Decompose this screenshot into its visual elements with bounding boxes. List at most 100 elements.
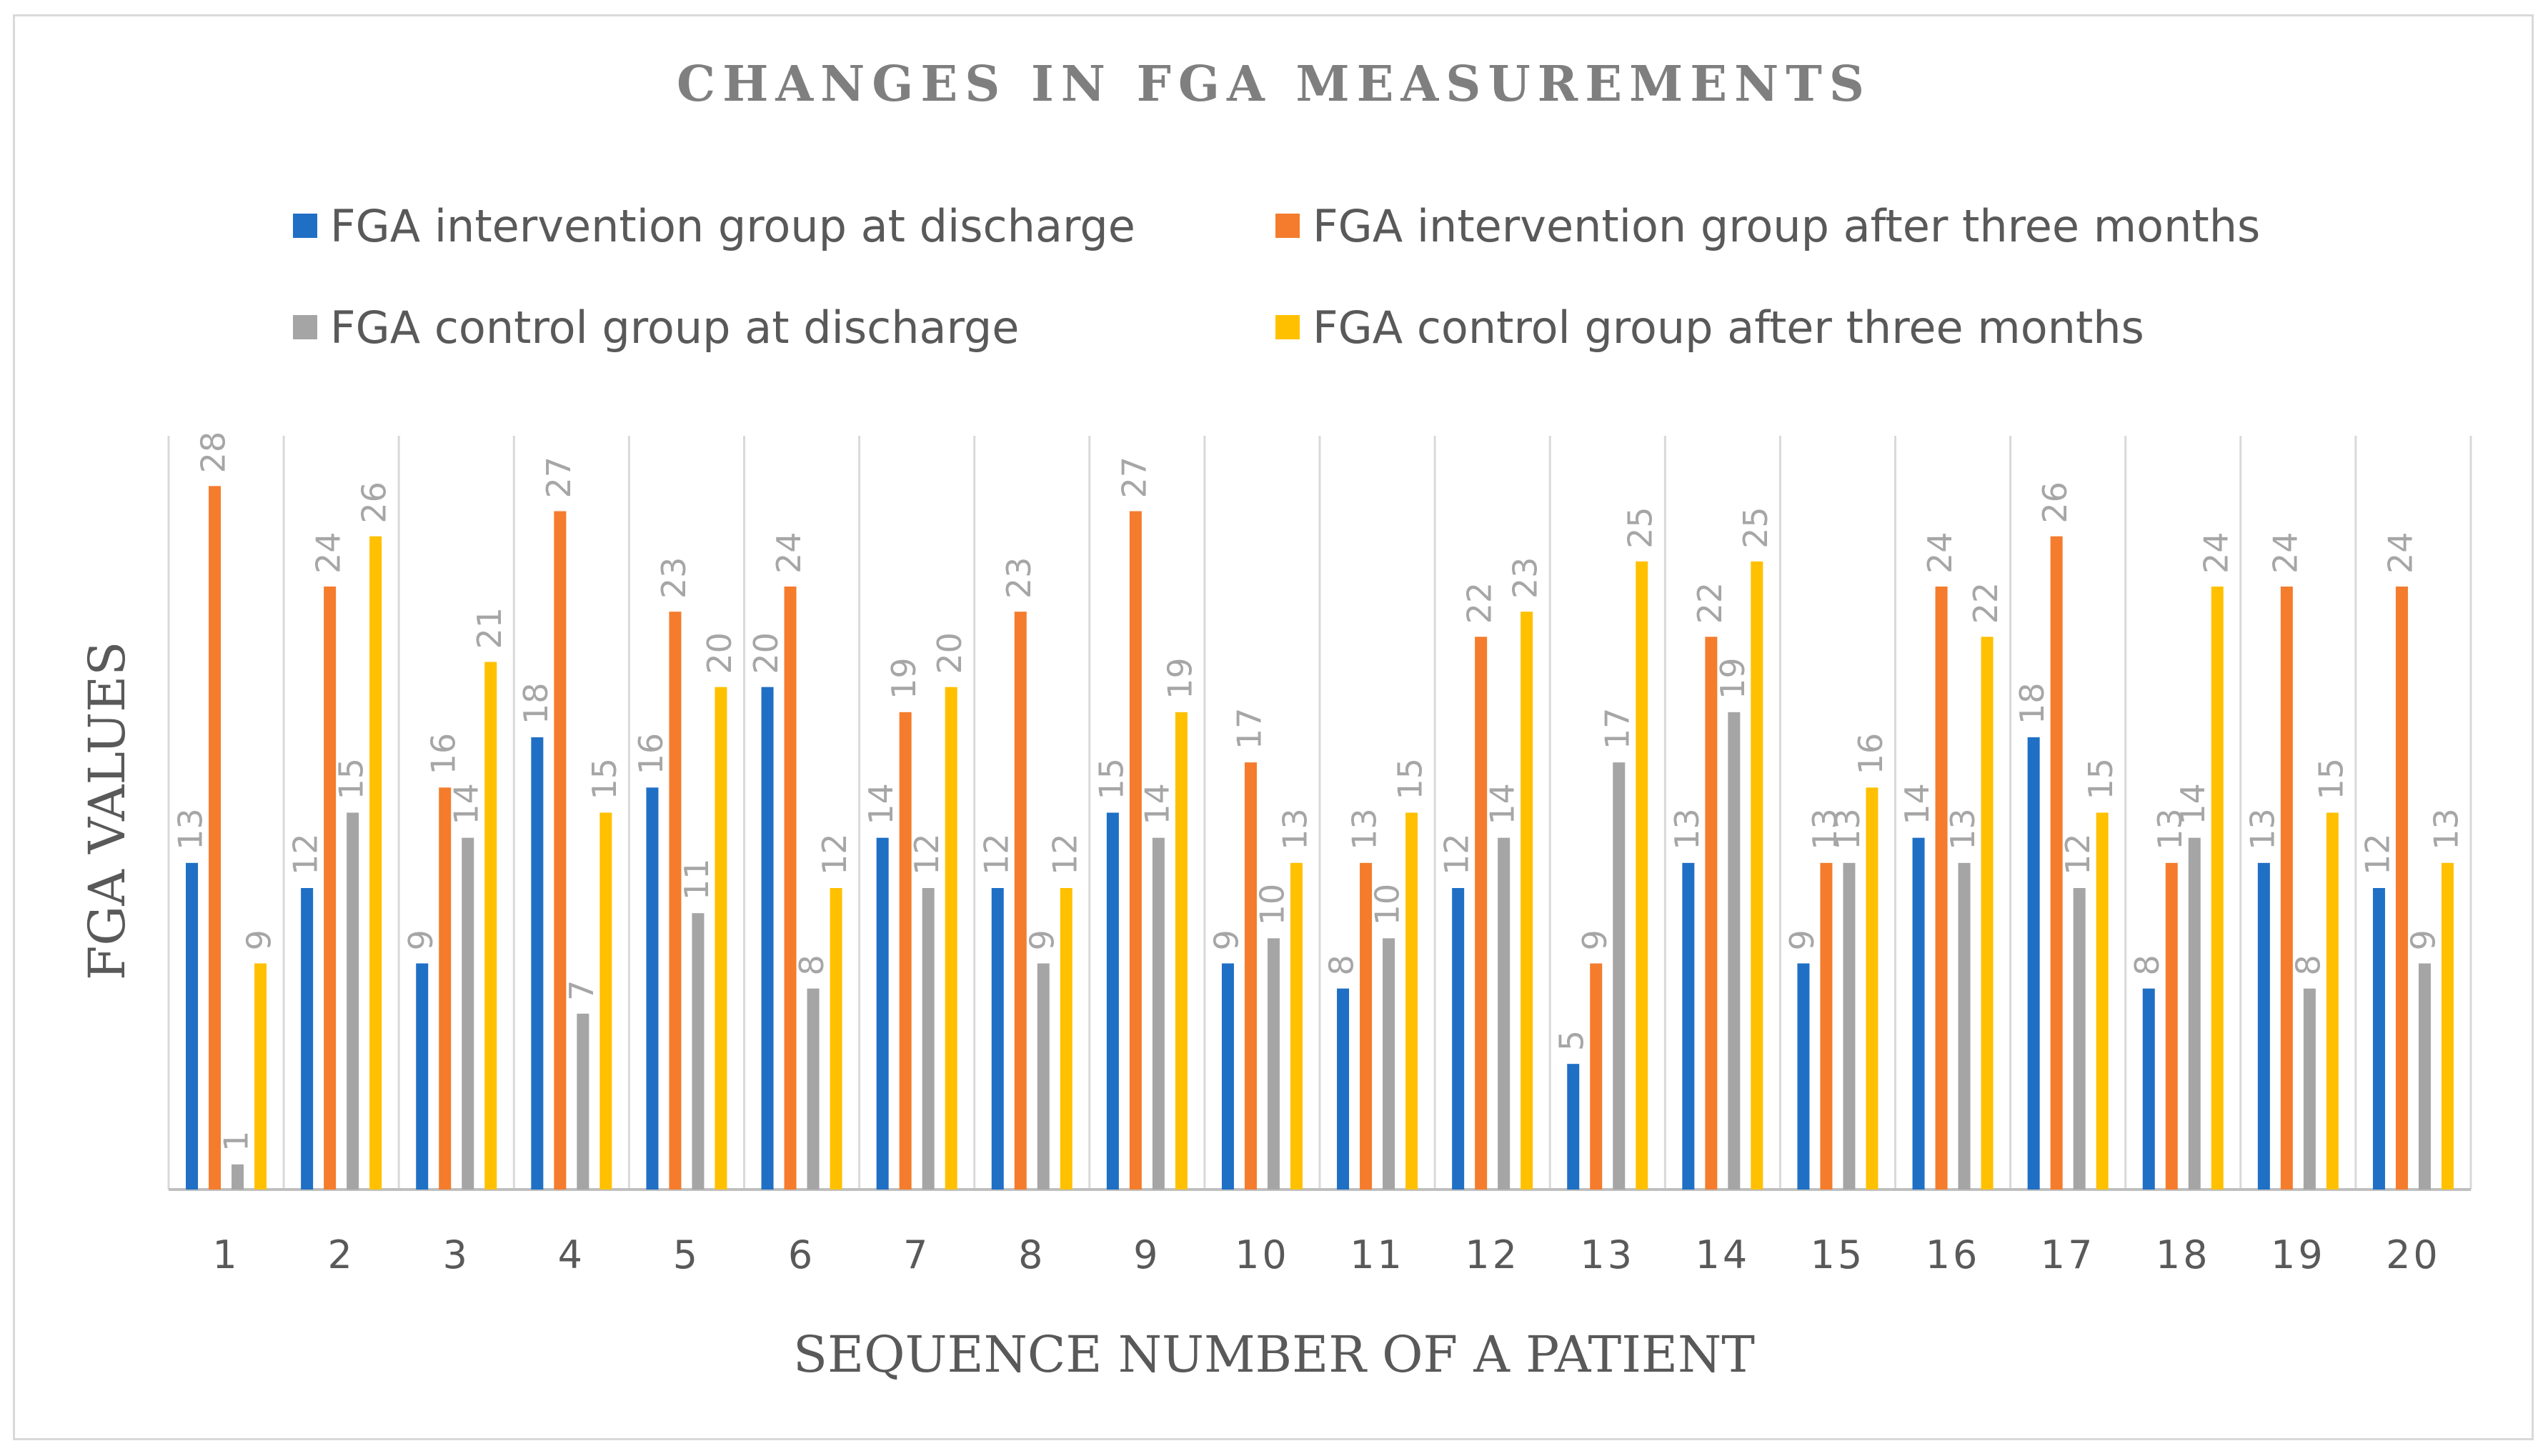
bar-series-2-cat-19[interactable] (2280, 587, 2293, 1190)
data-label-series-3-cat-2: 15 (332, 758, 371, 800)
bar-series-2-cat-3[interactable] (439, 787, 452, 1190)
legend-swatch-control-three-months (1275, 315, 1300, 339)
bar-series-3-cat-9[interactable] (1152, 837, 1165, 1190)
bar-series-2-cat-16[interactable] (1935, 587, 1948, 1190)
legend-item-intervention-three-months[interactable]: FGA intervention group after three month… (1275, 197, 2260, 254)
x-tick-label-15: 15 (1811, 1232, 1866, 1277)
bar-series-4-cat-1[interactable] (254, 963, 267, 1190)
data-label-series-1-cat-12: 12 (1438, 833, 1476, 875)
bar-series-3-cat-13[interactable] (1613, 762, 1626, 1190)
bar-series-4-cat-15[interactable] (1866, 787, 1878, 1190)
bar-series-3-cat-1[interactable] (232, 1164, 244, 1190)
bar-series-4-cat-4[interactable] (599, 812, 612, 1190)
bar-series-1-cat-9[interactable] (1106, 812, 1119, 1190)
bar-series-1-cat-13[interactable] (1567, 1064, 1580, 1190)
bar-series-4-cat-8[interactable] (1060, 888, 1073, 1190)
data-label-series-4-cat-15: 16 (1851, 733, 1890, 775)
data-label-series-2-cat-16: 24 (1921, 532, 1959, 574)
bar-series-2-cat-9[interactable] (1129, 511, 1142, 1190)
bar-series-1-cat-19[interactable] (2257, 862, 2270, 1190)
bar-series-2-cat-10[interactable] (1244, 762, 1257, 1190)
bar-series-1-cat-18[interactable] (2142, 988, 2155, 1190)
data-label-series-4-cat-2: 26 (355, 482, 394, 524)
bar-series-3-cat-6[interactable] (807, 988, 820, 1190)
bar-series-1-cat-16[interactable] (1912, 837, 1925, 1190)
data-label-series-2-cat-9: 27 (1115, 457, 1153, 499)
bar-series-3-cat-15[interactable] (1843, 862, 1856, 1190)
bar-series-2-cat-12[interactable] (1475, 637, 1488, 1190)
data-label-series-3-cat-6: 8 (792, 954, 831, 975)
bar-series-3-cat-3[interactable] (462, 837, 474, 1190)
data-label-series-2-cat-19: 24 (2266, 532, 2304, 574)
bar-series-1-cat-5[interactable] (646, 787, 659, 1190)
bar-series-4-cat-14[interactable] (1751, 561, 1763, 1190)
bar-series-1-cat-8[interactable] (991, 888, 1004, 1190)
bar-series-2-cat-14[interactable] (1705, 637, 1718, 1190)
legend-item-intervention-discharge[interactable]: FGA intervention group at discharge (293, 197, 1135, 254)
bar-series-4-cat-20[interactable] (2441, 862, 2454, 1190)
bar-series-4-cat-7[interactable] (945, 687, 957, 1190)
bar-series-3-cat-17[interactable] (2073, 888, 2086, 1190)
bar-series-1-cat-17[interactable] (2027, 737, 2040, 1190)
bar-series-4-cat-16[interactable] (1981, 637, 1994, 1190)
bar-series-2-cat-1[interactable] (209, 486, 222, 1190)
bar-series-2-cat-8[interactable] (1014, 612, 1027, 1190)
legend-item-control-discharge[interactable]: FGA control group at discharge (293, 299, 1019, 356)
bar-series-2-cat-13[interactable] (1590, 963, 1603, 1190)
x-tick-label-10: 10 (1235, 1232, 1290, 1277)
bar-series-3-cat-10[interactable] (1267, 938, 1280, 1190)
data-label-series-2-cat-4: 27 (539, 457, 578, 499)
bar-series-3-cat-19[interactable] (2303, 988, 2316, 1190)
bar-series-4-cat-18[interactable] (2211, 587, 2224, 1190)
bar-series-3-cat-12[interactable] (1498, 837, 1511, 1190)
bar-series-1-cat-2[interactable] (301, 888, 314, 1190)
bar-series-3-cat-20[interactable] (2418, 963, 2431, 1190)
bar-series-2-cat-7[interactable] (899, 712, 912, 1190)
bar-series-2-cat-15[interactable] (1820, 862, 1833, 1190)
bar-series-2-cat-17[interactable] (2050, 536, 2063, 1190)
bar-series-2-cat-18[interactable] (2165, 862, 2178, 1190)
bar-series-2-cat-6[interactable] (784, 587, 797, 1190)
legend-item-control-three-months[interactable]: FGA control group after three months (1275, 299, 2144, 356)
bar-series-4-cat-17[interactable] (2096, 812, 2109, 1190)
bar-series-1-cat-3[interactable] (416, 963, 429, 1190)
data-label-series-4-cat-12: 23 (1506, 557, 1545, 599)
bar-series-3-cat-7[interactable] (922, 888, 935, 1190)
bar-series-4-cat-6[interactable] (830, 888, 842, 1190)
bar-series-4-cat-11[interactable] (1405, 812, 1418, 1190)
bar-series-2-cat-20[interactable] (2395, 587, 2408, 1190)
bar-series-1-cat-10[interactable] (1221, 963, 1234, 1190)
bar-series-1-cat-7[interactable] (876, 837, 889, 1190)
bar-series-2-cat-4[interactable] (554, 511, 567, 1190)
bar-series-4-cat-3[interactable] (484, 662, 497, 1190)
bar-series-2-cat-11[interactable] (1360, 862, 1373, 1190)
bar-series-4-cat-19[interactable] (2326, 812, 2339, 1190)
bar-series-4-cat-10[interactable] (1290, 862, 1303, 1190)
bar-series-3-cat-5[interactable] (692, 913, 705, 1190)
bar-series-1-cat-11[interactable] (1337, 988, 1350, 1190)
bar-series-3-cat-11[interactable] (1383, 938, 1395, 1190)
data-label-series-4-cat-1: 9 (240, 929, 279, 950)
bar-series-4-cat-9[interactable] (1175, 712, 1188, 1190)
data-label-series-3-cat-10: 10 (1253, 884, 1291, 926)
bar-series-3-cat-2[interactable] (347, 812, 359, 1190)
bar-series-3-cat-18[interactable] (2188, 837, 2201, 1190)
bar-series-1-cat-15[interactable] (1797, 963, 1810, 1190)
bar-series-4-cat-13[interactable] (1636, 561, 1648, 1190)
bar-series-2-cat-5[interactable] (669, 612, 682, 1190)
bar-series-4-cat-2[interactable] (369, 536, 382, 1190)
bar-series-4-cat-12[interactable] (1521, 612, 1533, 1190)
bar-series-3-cat-4[interactable] (577, 1013, 589, 1190)
bar-series-1-cat-14[interactable] (1682, 862, 1695, 1190)
bar-series-2-cat-2[interactable] (324, 587, 337, 1190)
bar-series-3-cat-16[interactable] (1958, 862, 1971, 1190)
bar-series-4-cat-5[interactable] (715, 687, 727, 1190)
bar-series-3-cat-14[interactable] (1728, 712, 1741, 1190)
bar-series-3-cat-8[interactable] (1037, 963, 1050, 1190)
bar-series-1-cat-4[interactable] (531, 737, 544, 1190)
bar-series-1-cat-6[interactable] (761, 687, 774, 1190)
bar-series-1-cat-1[interactable] (186, 862, 199, 1190)
bar-series-1-cat-20[interactable] (2372, 888, 2385, 1190)
bar-series-1-cat-12[interactable] (1452, 888, 1465, 1190)
